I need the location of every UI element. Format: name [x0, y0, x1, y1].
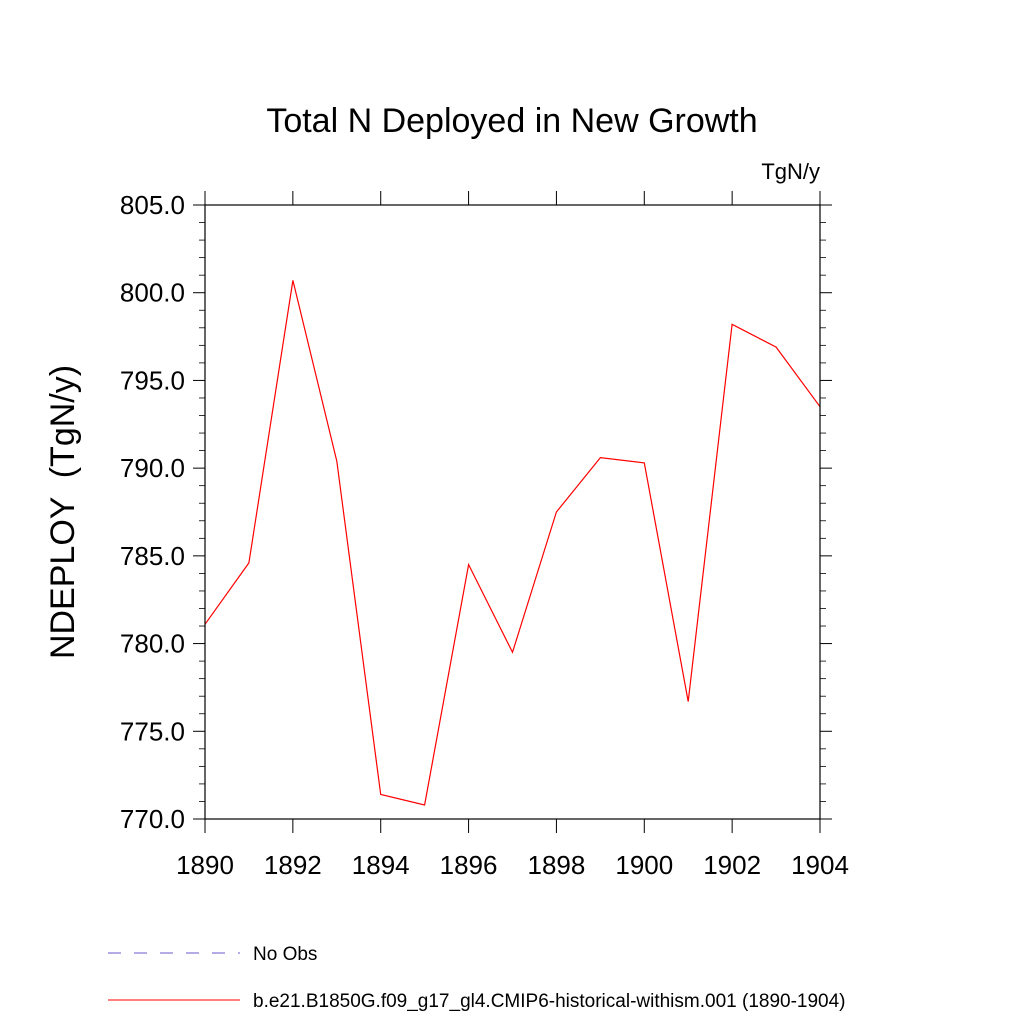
y-tick-label: 775.0: [120, 716, 185, 746]
chart-title: Total N Deployed in New Growth: [266, 102, 757, 140]
x-tick-label: 1898: [528, 850, 586, 880]
x-tick-label: 1896: [440, 850, 498, 880]
units-label: TgN/y: [761, 159, 820, 184]
series-line: [204, 280, 821, 806]
x-tick-label: 1902: [703, 850, 761, 880]
y-tick-labels: 770.0 775.0 780.0 785.0 790.0 795.0 800.0 805.0: [120, 190, 185, 834]
major-ticks: [193, 191, 832, 833]
legend-label-series: b.e21.B1850G.f09_g17_gl4.CMIP6-historica…: [253, 991, 846, 1012]
y-tick-label: 785.0: [120, 541, 185, 571]
x-tick-label: 1892: [264, 850, 322, 880]
x-tick-label: 1890: [176, 850, 234, 880]
y-axis-label: NDEPLOY (TgN/y): [44, 365, 82, 659]
y-tick-label: 770.0: [120, 804, 185, 834]
x-tick-label: 1894: [352, 850, 410, 880]
y-tick-label: 790.0: [120, 453, 185, 483]
x-tick-labels: 1890 1892 1894 1896 1898 1900 1902 1904: [176, 850, 849, 880]
plot-frame: [204, 204, 821, 820]
y-tick-label: 805.0: [120, 190, 185, 220]
series-layer: [204, 280, 821, 806]
y-tick-label: 800.0: [120, 278, 185, 308]
x-tick-label: 1904: [791, 850, 849, 880]
legend-label-no-obs: No Obs: [253, 944, 317, 965]
y-tick-label: 795.0: [120, 365, 185, 395]
y-tick-label: 780.0: [120, 629, 185, 659]
legend: No Obs b.e21.B1850G.f09_g17_gl4.CMIP6-hi…: [108, 944, 846, 1012]
x-tick-label: 1900: [615, 850, 673, 880]
minor-ticks: [199, 222, 826, 802]
